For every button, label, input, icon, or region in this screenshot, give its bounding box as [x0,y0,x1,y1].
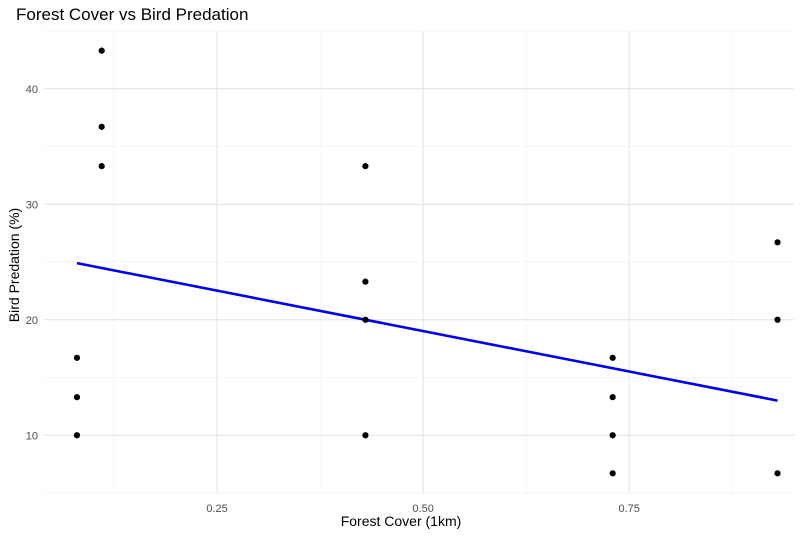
y-tick-label: 30 [26,199,38,211]
x-tick-label: 0.75 [618,503,639,515]
data-point [98,163,105,170]
data-point [609,432,616,439]
y-axis-label: Bird Predation (%) [6,207,22,323]
data-point [98,123,105,130]
data-point [609,354,616,361]
data-point [98,47,105,54]
trend-line-group [76,261,778,402]
data-point [362,278,369,285]
chart-title: Forest Cover vs Bird Predation [16,5,249,24]
trend-line [76,261,778,402]
y-tick-label: 40 [26,84,38,96]
data-point [362,432,369,439]
data-points [73,47,781,477]
data-point [73,354,81,361]
data-point [774,470,781,477]
data-point [73,394,81,401]
data-point [362,316,369,323]
data-point [609,470,616,477]
minor-gridlines [44,30,794,494]
x-tick-label: 0.50 [412,503,433,515]
x-axis-ticks: 0.25 0.50 0.75 [206,503,640,515]
data-point [73,432,81,439]
y-tick-label: 10 [26,430,38,442]
data-point [774,316,781,323]
data-point [774,239,781,246]
data-point [609,394,616,401]
y-axis-ticks: 10 20 30 40 [26,84,38,443]
x-tick-label: 0.25 [206,503,227,515]
major-gridlines [44,31,794,493]
y-tick-label: 20 [26,315,38,327]
data-point [362,163,369,170]
x-axis-label: Forest Cover (1km) [340,513,462,529]
